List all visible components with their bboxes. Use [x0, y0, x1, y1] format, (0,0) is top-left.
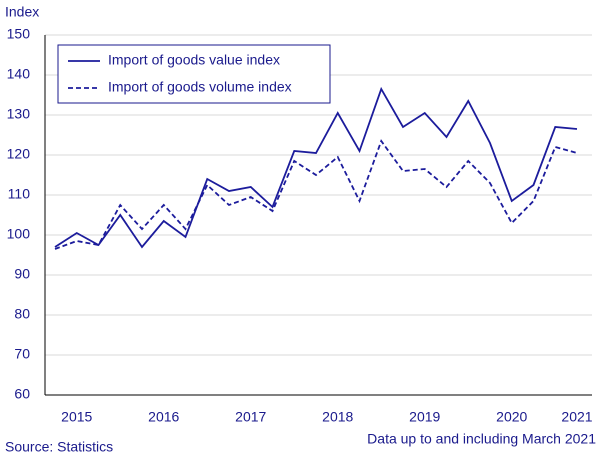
x-tick-label: 2021	[561, 409, 592, 425]
legend-box	[57, 44, 331, 104]
y-tick-label: 110	[8, 186, 31, 202]
x-tick-label: 2016	[148, 409, 179, 425]
x-tick-label: 2020	[496, 409, 527, 425]
series-line	[54, 86, 578, 249]
x-tick-label: 2019	[409, 409, 440, 425]
y-tick-label: 90	[14, 266, 30, 282]
legend-label: Import of goods volume index	[108, 79, 292, 95]
y-tick-label: 80	[14, 306, 30, 322]
note: Data up to and including March 2021	[367, 431, 596, 447]
y-tick-label: 100	[7, 226, 31, 242]
y-tick-label: 120	[7, 146, 31, 162]
y-tick-label: 140	[7, 66, 31, 82]
source: Source: Statistics	[5, 439, 113, 455]
x-tick-label: 2015	[61, 409, 92, 425]
x-tick-label: 2017	[235, 409, 266, 425]
x-tick-label: 2018	[322, 409, 353, 425]
y-tick-label: 70	[14, 346, 30, 362]
legend-label: Import of goods value index	[108, 52, 280, 68]
y-tick-label: 130	[7, 106, 31, 122]
y-tick-label: 60	[14, 386, 30, 402]
y-tick-label: 150	[7, 26, 31, 42]
y-axis-label: Index	[5, 4, 39, 20]
series-line	[54, 139, 578, 250]
